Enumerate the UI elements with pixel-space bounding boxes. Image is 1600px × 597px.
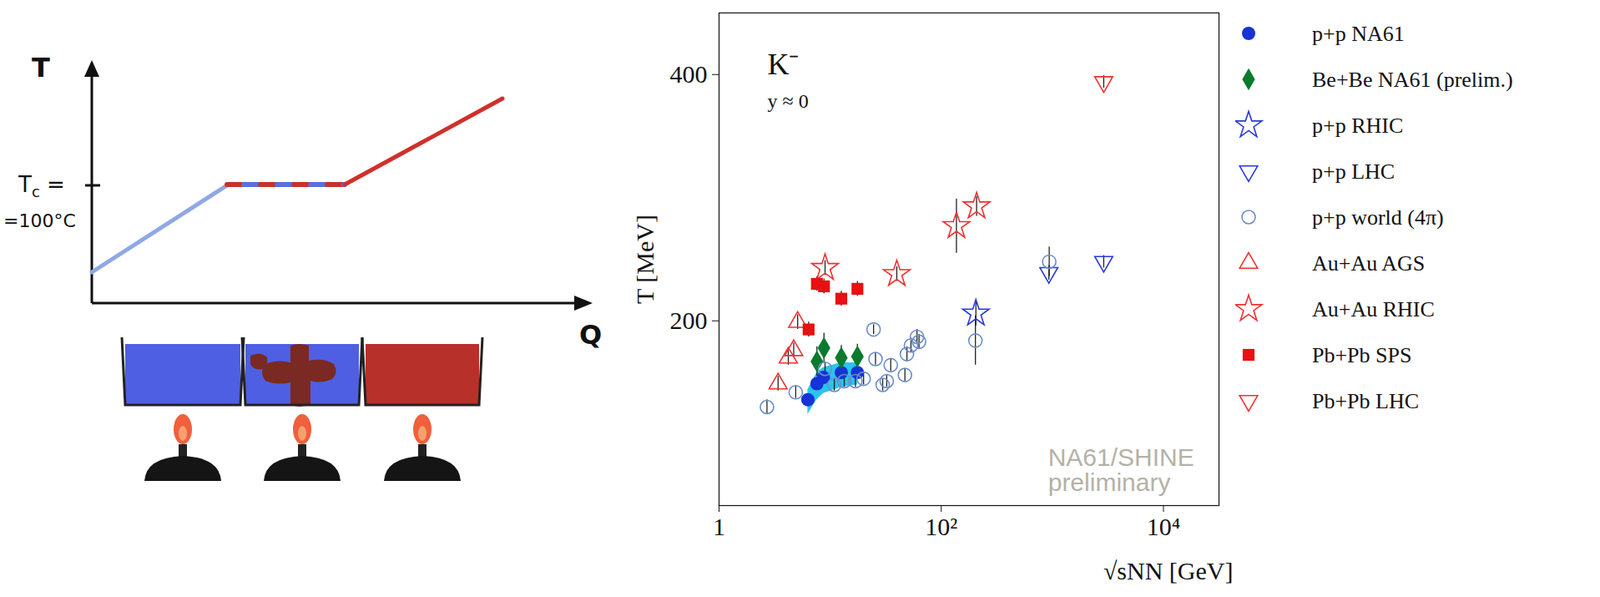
svg-text:p+p LHC: p+p LHC xyxy=(1312,159,1395,184)
svg-text:y ≈ 0: y ≈ 0 xyxy=(767,90,809,112)
svg-text:Pb+Pb SPS: Pb+Pb SPS xyxy=(1312,343,1412,368)
svg-text:1: 1 xyxy=(712,512,726,541)
svg-text:=100°C: =100°C xyxy=(3,210,76,232)
svg-text:NA61/SHINEpreliminary: NA61/SHINEpreliminary xyxy=(1048,443,1195,496)
svg-text:√sNN [GeV]: √sNN [GeV] xyxy=(1103,556,1234,585)
svg-text:Tc =: Tc = xyxy=(17,171,66,201)
svg-text:p+p world (4π): p+p world (4π) xyxy=(1312,205,1444,230)
svg-text:Q: Q xyxy=(579,318,602,351)
svg-text:Au+Au AGS: Au+Au AGS xyxy=(1312,251,1425,276)
svg-text:K⁻: K⁻ xyxy=(767,47,800,81)
svg-text:10⁴: 10⁴ xyxy=(1146,512,1181,541)
svg-text:Be+Be NA61 (prelim.): Be+Be NA61 (prelim.) xyxy=(1312,67,1514,92)
svg-text:p+p NA61: p+p NA61 xyxy=(1312,21,1405,46)
svg-text:T [MeV]: T [MeV] xyxy=(630,214,659,304)
svg-text:200: 200 xyxy=(670,306,708,334)
svg-text:p+p RHIC: p+p RHIC xyxy=(1312,113,1404,138)
svg-text:10²: 10² xyxy=(924,512,958,541)
svg-text:T: T xyxy=(31,51,51,84)
svg-text:Au+Au RHIC: Au+Au RHIC xyxy=(1312,297,1435,322)
svg-text:400: 400 xyxy=(670,60,708,88)
svg-text:Pb+Pb LHC: Pb+Pb LHC xyxy=(1312,388,1419,414)
